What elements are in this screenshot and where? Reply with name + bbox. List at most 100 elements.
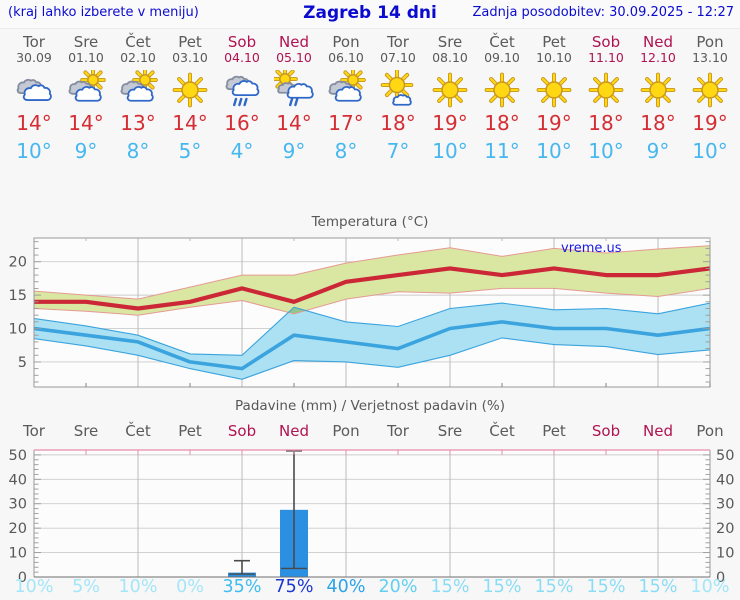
- forecast-day-column[interactable]: Sre 01.10 14° 9°: [60, 32, 112, 172]
- forecast-day-column[interactable]: Pon 06.10 17° 8°: [320, 32, 372, 172]
- day-date: 04.10: [224, 50, 260, 65]
- cloudy-icon: [14, 70, 54, 110]
- min-temperature: 10°: [588, 139, 624, 163]
- day-name: Ned: [643, 33, 673, 51]
- day-name: Sre: [437, 33, 463, 51]
- max-temperature: 19°: [536, 111, 572, 135]
- forecast-day-column[interactable]: Ned 12.10 18° 9°: [632, 32, 684, 172]
- precip-probability: 40%: [326, 577, 366, 597]
- forecast-day-column[interactable]: Ned 05.10 14° 9°: [268, 32, 320, 172]
- day-date: 08.10: [432, 50, 468, 65]
- precip-bar: [228, 572, 256, 577]
- max-temperature: 18°: [484, 111, 520, 135]
- max-temperature: 14°: [16, 111, 52, 135]
- forecast-day-column[interactable]: Sob 04.10 16° 4°: [216, 32, 268, 172]
- partly-cloudy-icon: [66, 70, 106, 110]
- svg-text:20: 20: [9, 255, 27, 271]
- max-temperature: 14°: [68, 111, 104, 135]
- menu-hint[interactable]: (kraj lahko izberete v meniju): [8, 5, 199, 20]
- forecast-day-column[interactable]: Pet 10.10 19° 10°: [528, 32, 580, 172]
- forecast-day-column[interactable]: Pet 03.10 14° 5°: [164, 32, 216, 172]
- forecast-day-column[interactable]: Tor 07.10 18° 7°: [372, 32, 424, 172]
- forecast-day-column[interactable]: Tor 30.09 14° 10°: [8, 32, 60, 172]
- svg-text:10: 10: [9, 546, 27, 562]
- precip-probability: 15%: [586, 577, 626, 597]
- precip-probability: 15%: [638, 577, 678, 597]
- forecast-day-column[interactable]: Čet 02.10 13° 8°: [112, 32, 164, 172]
- precip-probability: 10%: [690, 577, 730, 597]
- day-date: 11.10: [588, 50, 624, 65]
- day-name: Tor: [23, 33, 45, 51]
- day-date: 02.10: [120, 50, 156, 65]
- day-name: Sob: [227, 33, 257, 51]
- precip-probability: 20%: [378, 577, 418, 597]
- svg-text:50: 50: [716, 448, 734, 464]
- sun-rain-icon: [274, 70, 314, 110]
- forecast-day-column[interactable]: Sre 08.10 19° 10°: [424, 32, 476, 172]
- max-temperature: 18°: [380, 111, 416, 135]
- min-temperature: 9°: [646, 139, 670, 163]
- watermark-link[interactable]: vreme.us: [561, 241, 622, 256]
- precip-probability-row: 10% 5% 10% 0% 35% 75% 40% 20% 15% 15% 15% 15% 15% 10%: [8, 577, 736, 599]
- precip-probability: 10%: [14, 577, 54, 597]
- svg-text:0: 0: [18, 570, 27, 584]
- max-temperature: 17°: [328, 111, 364, 135]
- precipitation-chart-title: Padavine (mm) / Verjetnost padavin (%): [235, 398, 505, 414]
- precipitation-chart: 0 0 10 10 20 20 30 30 40 40 50 50: [9, 448, 735, 584]
- day-date: 13.10: [692, 50, 728, 65]
- sunny-icon: [170, 70, 210, 110]
- min-temperature: 9°: [282, 139, 306, 163]
- min-temperature: 10°: [432, 139, 468, 163]
- svg-text:20: 20: [9, 521, 27, 537]
- precip-day-label: Sre: [73, 422, 99, 440]
- sunny-icon: [430, 70, 470, 110]
- day-date: 09.10: [484, 50, 520, 65]
- svg-text:30: 30: [9, 497, 27, 513]
- min-temperature: 10°: [692, 139, 728, 163]
- forecast-day-column[interactable]: Sob 11.10 18° 10°: [580, 32, 632, 172]
- max-temperature: 14°: [172, 111, 208, 135]
- partly-cloudy-icon: [326, 70, 366, 110]
- svg-text:50: 50: [9, 448, 27, 464]
- day-date: 07.10: [380, 50, 416, 65]
- sunny-icon: [534, 70, 574, 110]
- forecast-day-column[interactable]: Čet 09.10 18° 11°: [476, 32, 528, 172]
- svg-text:40: 40: [9, 472, 27, 488]
- svg-text:30: 30: [716, 497, 734, 513]
- day-name: Tor: [387, 33, 409, 51]
- rain-icon: [222, 70, 262, 110]
- precip-probability: 15%: [430, 577, 470, 597]
- day-name: Sre: [73, 33, 99, 51]
- max-temperature: 19°: [432, 111, 468, 135]
- max-temperature: 18°: [640, 111, 676, 135]
- day-name: Sob: [591, 33, 621, 51]
- precip-day-label: Čet: [489, 422, 515, 440]
- day-name: Pet: [178, 33, 202, 51]
- precip-day-label: Sob: [591, 422, 621, 440]
- sunny-icon: [586, 70, 626, 110]
- precip-day-label: Sob: [227, 422, 257, 440]
- min-temperature: 7°: [386, 139, 410, 163]
- max-temperature: 19°: [692, 111, 728, 135]
- precip-day-label: Ned: [643, 422, 673, 440]
- min-temperature: 4°: [230, 139, 254, 163]
- sunny-icon: [638, 70, 678, 110]
- day-date: 30.09: [16, 50, 52, 65]
- svg-text:5: 5: [18, 355, 27, 371]
- max-temperature: 16°: [224, 111, 260, 135]
- forecast-day-column[interactable]: Pon 13.10 19° 10°: [684, 32, 736, 172]
- precip-probability: 15%: [482, 577, 522, 597]
- precip-day-label: Pet: [178, 422, 202, 440]
- precip-day-label: Tor: [23, 422, 45, 440]
- precip-day-label: Ned: [279, 422, 309, 440]
- svg-text:0: 0: [716, 570, 725, 584]
- day-name: Ned: [279, 33, 309, 51]
- day-date: 06.10: [328, 50, 364, 65]
- day-date: 10.10: [536, 50, 572, 65]
- svg-text:40: 40: [716, 472, 734, 488]
- svg-text:20: 20: [716, 521, 734, 537]
- min-temperature: 8°: [126, 139, 150, 163]
- last-updated: Zadnja posodobitev: 30.09.2025 - 12:27: [472, 5, 734, 20]
- precip-probability: 35%: [222, 577, 262, 597]
- max-temperature: 13°: [120, 111, 156, 135]
